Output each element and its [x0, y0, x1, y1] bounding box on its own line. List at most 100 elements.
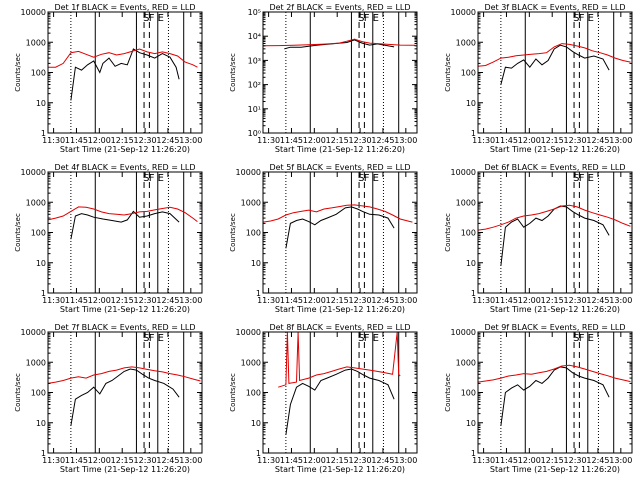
x-tick-label: 13:00 [609, 296, 632, 305]
x-tick-label: 11:45 [495, 136, 518, 145]
x-tick-label: 12:00 [88, 296, 111, 305]
x-tick-label: 11:30 [42, 456, 65, 465]
x-axis-label: Start Time (21-Sep-12 11:26:20) [490, 145, 620, 154]
phase-marker-label: S [358, 333, 364, 344]
phase-marker-label: F [149, 13, 155, 24]
x-tick-label: 12:15 [111, 456, 134, 465]
x-tick-label: 12:30 [564, 456, 587, 465]
phase-marker-label: E [588, 333, 594, 344]
x-tick-label: 11:30 [257, 136, 280, 145]
x-tick-label: 11:30 [257, 296, 280, 305]
x-tick-label: 12:00 [518, 296, 541, 305]
x-tick-label: 11:45 [280, 456, 303, 465]
y-tick-label: 1000 [26, 358, 46, 367]
x-tick-label: 11:45 [495, 296, 518, 305]
phase-marker-label: E [588, 13, 594, 24]
phase-marker-label: S [358, 13, 364, 24]
lld-series-line [477, 364, 631, 383]
phase-marker-label: S [358, 173, 364, 184]
y-tick-label: 1 [41, 289, 46, 298]
x-axis-label: Start Time (21-Sep-12 11:26:20) [275, 465, 405, 474]
x-tick-label: 12:45 [586, 456, 609, 465]
phase-marker-label: S [573, 333, 579, 344]
x-tick-label: 11:30 [257, 456, 280, 465]
y-tick-label: 10 [36, 99, 46, 108]
panel-title: Det 9f BLACK = Events, RED = LLD [484, 323, 625, 332]
y-tick-label: 1 [41, 449, 46, 458]
x-axis-label: Start Time (21-Sep-12 11:26:20) [60, 465, 190, 474]
y-tick-label: 10⁰ [248, 129, 261, 138]
events-series-line [284, 39, 395, 50]
events-series-line [70, 210, 180, 240]
x-tick-label: 11:30 [472, 136, 495, 145]
y-tick-label: 100 [246, 229, 261, 238]
y-tick-label: 10 [251, 259, 261, 268]
x-tick-label: 11:30 [42, 136, 65, 145]
panel-title: Det 6f BLACK = Events, RED = LLD [484, 163, 625, 172]
panel-title: Det 8f BLACK = Events, RED = LLD [269, 323, 410, 332]
phase-marker-label: S [143, 173, 149, 184]
y-tick-label: 10000 [21, 328, 46, 337]
y-tick-label: 10 [466, 99, 476, 108]
x-tick-label: 11:30 [42, 296, 65, 305]
x-tick-label: 11:45 [65, 456, 88, 465]
lld-series-line [278, 331, 401, 388]
events-series-line [70, 48, 180, 101]
y-tick-label: 1000 [26, 38, 46, 47]
x-tick-label: 12:15 [541, 136, 564, 145]
y-tick-label: 10³ [248, 56, 261, 65]
y-tick-label: 1 [471, 289, 476, 298]
x-tick-label: 13:00 [179, 136, 202, 145]
events-series-line [285, 206, 395, 249]
phase-marker-label: S [143, 13, 149, 24]
y-tick-label: 1000 [456, 198, 476, 207]
phase-marker-label: F [579, 333, 585, 344]
y-tick-label: 100 [31, 69, 46, 78]
y-tick-label: 10 [466, 419, 476, 428]
y-tick-label: 1000 [456, 38, 476, 47]
panel-title: Det 5f BLACK = Events, RED = LLD [269, 163, 410, 172]
events-series-line [500, 205, 610, 266]
x-tick-label: 12:30 [349, 456, 372, 465]
y-axis-label: Counts/sec [14, 213, 22, 252]
y-axis-label: Counts/sec [444, 53, 452, 92]
lld-series-line [262, 204, 413, 223]
x-tick-label: 11:45 [65, 296, 88, 305]
panel-title: Det 1f BLACK = Events, RED = LLD [54, 3, 195, 12]
y-axis-label: Counts/sec [444, 373, 452, 412]
y-tick-label: 100 [461, 229, 476, 238]
phase-marker-label: F [364, 13, 370, 24]
y-tick-label: 1 [256, 289, 261, 298]
y-tick-label: 10⁴ [248, 32, 261, 41]
x-tick-label: 12:15 [326, 296, 349, 305]
y-tick-label: 1000 [26, 198, 46, 207]
x-axis-label: Start Time (21-Sep-12 11:26:20) [275, 305, 405, 314]
y-tick-label: 10000 [451, 168, 476, 177]
phase-marker-label: F [579, 173, 585, 184]
y-tick-label: 10 [466, 259, 476, 268]
phase-marker-label: E [158, 13, 164, 24]
x-tick-label: 11:30 [472, 456, 495, 465]
x-tick-label: 12:45 [156, 136, 179, 145]
phase-marker-label: F [579, 13, 585, 24]
phase-marker-label: E [373, 13, 379, 24]
panel-title: Det 4f BLACK = Events, RED = LLD [54, 163, 195, 172]
phase-marker-label: S [143, 333, 149, 344]
phase-marker-label: E [158, 333, 164, 344]
x-tick-label: 13:00 [394, 456, 417, 465]
x-tick-label: 12:15 [326, 136, 349, 145]
x-tick-label: 12:00 [518, 456, 541, 465]
y-tick-label: 1 [471, 129, 476, 138]
phase-marker-label: S [573, 173, 579, 184]
phase-marker-label: E [588, 173, 594, 184]
x-tick-label: 12:45 [371, 136, 394, 145]
x-tick-label: 12:15 [541, 456, 564, 465]
y-tick-label: 10² [248, 81, 261, 90]
x-tick-label: 12:30 [134, 456, 157, 465]
